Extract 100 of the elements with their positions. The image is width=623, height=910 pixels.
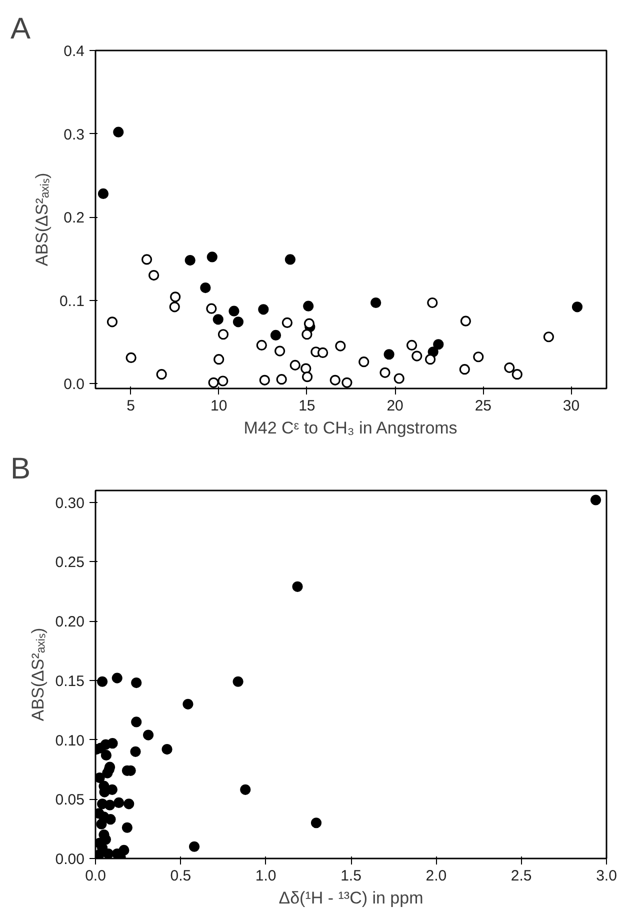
point <box>122 822 132 833</box>
point <box>259 374 270 386</box>
point <box>131 716 142 728</box>
point <box>162 744 172 755</box>
point <box>302 329 312 340</box>
point <box>543 332 554 342</box>
point <box>130 746 141 757</box>
point <box>240 784 251 795</box>
x-tick-label: 5 <box>126 398 135 414</box>
point <box>124 798 134 810</box>
y-tick-label: 0.20 <box>55 614 85 631</box>
x-tick-label: 1.0 <box>255 868 276 884</box>
chart-title: B <box>10 452 31 486</box>
point <box>188 841 200 852</box>
point <box>292 581 303 592</box>
point <box>380 367 390 378</box>
point <box>206 252 218 262</box>
point <box>212 314 224 325</box>
point <box>412 350 422 362</box>
point <box>300 363 312 374</box>
x-axis-title: Δδ(¹H - ¹³C) in ppm <box>278 888 424 908</box>
point <box>218 376 228 386</box>
point <box>473 352 484 362</box>
x-tick-label: 20 <box>386 398 404 414</box>
y-tick-label: 0.4 <box>64 43 85 60</box>
point <box>370 297 382 308</box>
point <box>184 255 196 266</box>
x-tick-label: 0.5 <box>170 868 192 884</box>
point <box>384 349 394 360</box>
point <box>141 254 152 265</box>
point <box>200 282 211 294</box>
y-tick-label: 0.15 <box>55 672 85 690</box>
point <box>96 818 107 830</box>
point <box>96 772 105 784</box>
x-tick-label: 15 <box>298 398 316 414</box>
point <box>459 364 470 375</box>
point <box>112 672 122 684</box>
point <box>156 369 167 380</box>
x-tick-label: 2.5 <box>510 868 532 884</box>
point <box>335 340 346 352</box>
x-tick-label: 10 <box>210 398 228 414</box>
y-tick-label: 0.3 <box>64 126 85 144</box>
point <box>276 374 287 385</box>
point <box>98 188 109 199</box>
x-tick-label: 0.0 <box>85 868 106 884</box>
point <box>282 317 293 328</box>
point <box>218 329 229 340</box>
chart-title: A <box>10 12 31 46</box>
point <box>169 302 180 312</box>
y-tick-label: 0.30 <box>55 494 85 512</box>
point <box>274 346 286 356</box>
point <box>512 369 522 380</box>
point <box>214 354 224 365</box>
x-tick-label: 25 <box>474 398 492 414</box>
point <box>97 676 108 687</box>
point <box>394 373 404 384</box>
point <box>504 362 515 373</box>
point <box>318 347 328 358</box>
point <box>232 676 244 687</box>
y-tick-label: 0.10 <box>55 732 85 750</box>
point <box>406 340 418 350</box>
y-axis-title: ABS(ΔS²ₐₓᵢₛ) <box>32 172 52 266</box>
y-tick-label: 0.25 <box>55 554 85 572</box>
point <box>310 818 322 828</box>
point <box>303 300 314 312</box>
x-tick-label: 30 <box>562 398 580 414</box>
point <box>460 316 472 326</box>
point <box>330 374 340 386</box>
point <box>104 800 116 810</box>
point <box>131 678 142 688</box>
point <box>256 340 267 350</box>
point <box>590 494 602 506</box>
point <box>433 339 444 350</box>
point <box>358 356 370 368</box>
x-axis-title: M42 Cᵋ to CH₃ in Angstroms <box>244 418 458 438</box>
point <box>126 352 136 363</box>
point <box>170 292 181 302</box>
x-tick-label: 3.0 <box>596 868 617 884</box>
point <box>290 360 300 370</box>
point <box>106 316 118 328</box>
point <box>208 377 219 388</box>
point <box>572 302 583 312</box>
x-tick-label: 2.0 <box>426 868 447 884</box>
point <box>143 730 154 740</box>
y-axis-title: ABS(ΔS²ₐₓᵢₛ) <box>28 628 48 722</box>
point <box>284 254 296 265</box>
y-tick-label: 0.05 <box>55 792 85 809</box>
point <box>232 316 244 328</box>
point <box>304 318 315 329</box>
point <box>105 814 116 825</box>
point <box>228 306 240 316</box>
point <box>113 126 124 138</box>
y-tick-label: 0.0 <box>64 376 85 394</box>
point <box>270 330 282 341</box>
y-tick-label: 0.2 <box>64 210 85 226</box>
point <box>114 797 124 808</box>
point <box>148 270 160 281</box>
point <box>182 698 194 710</box>
point <box>107 738 118 749</box>
point <box>427 297 438 308</box>
